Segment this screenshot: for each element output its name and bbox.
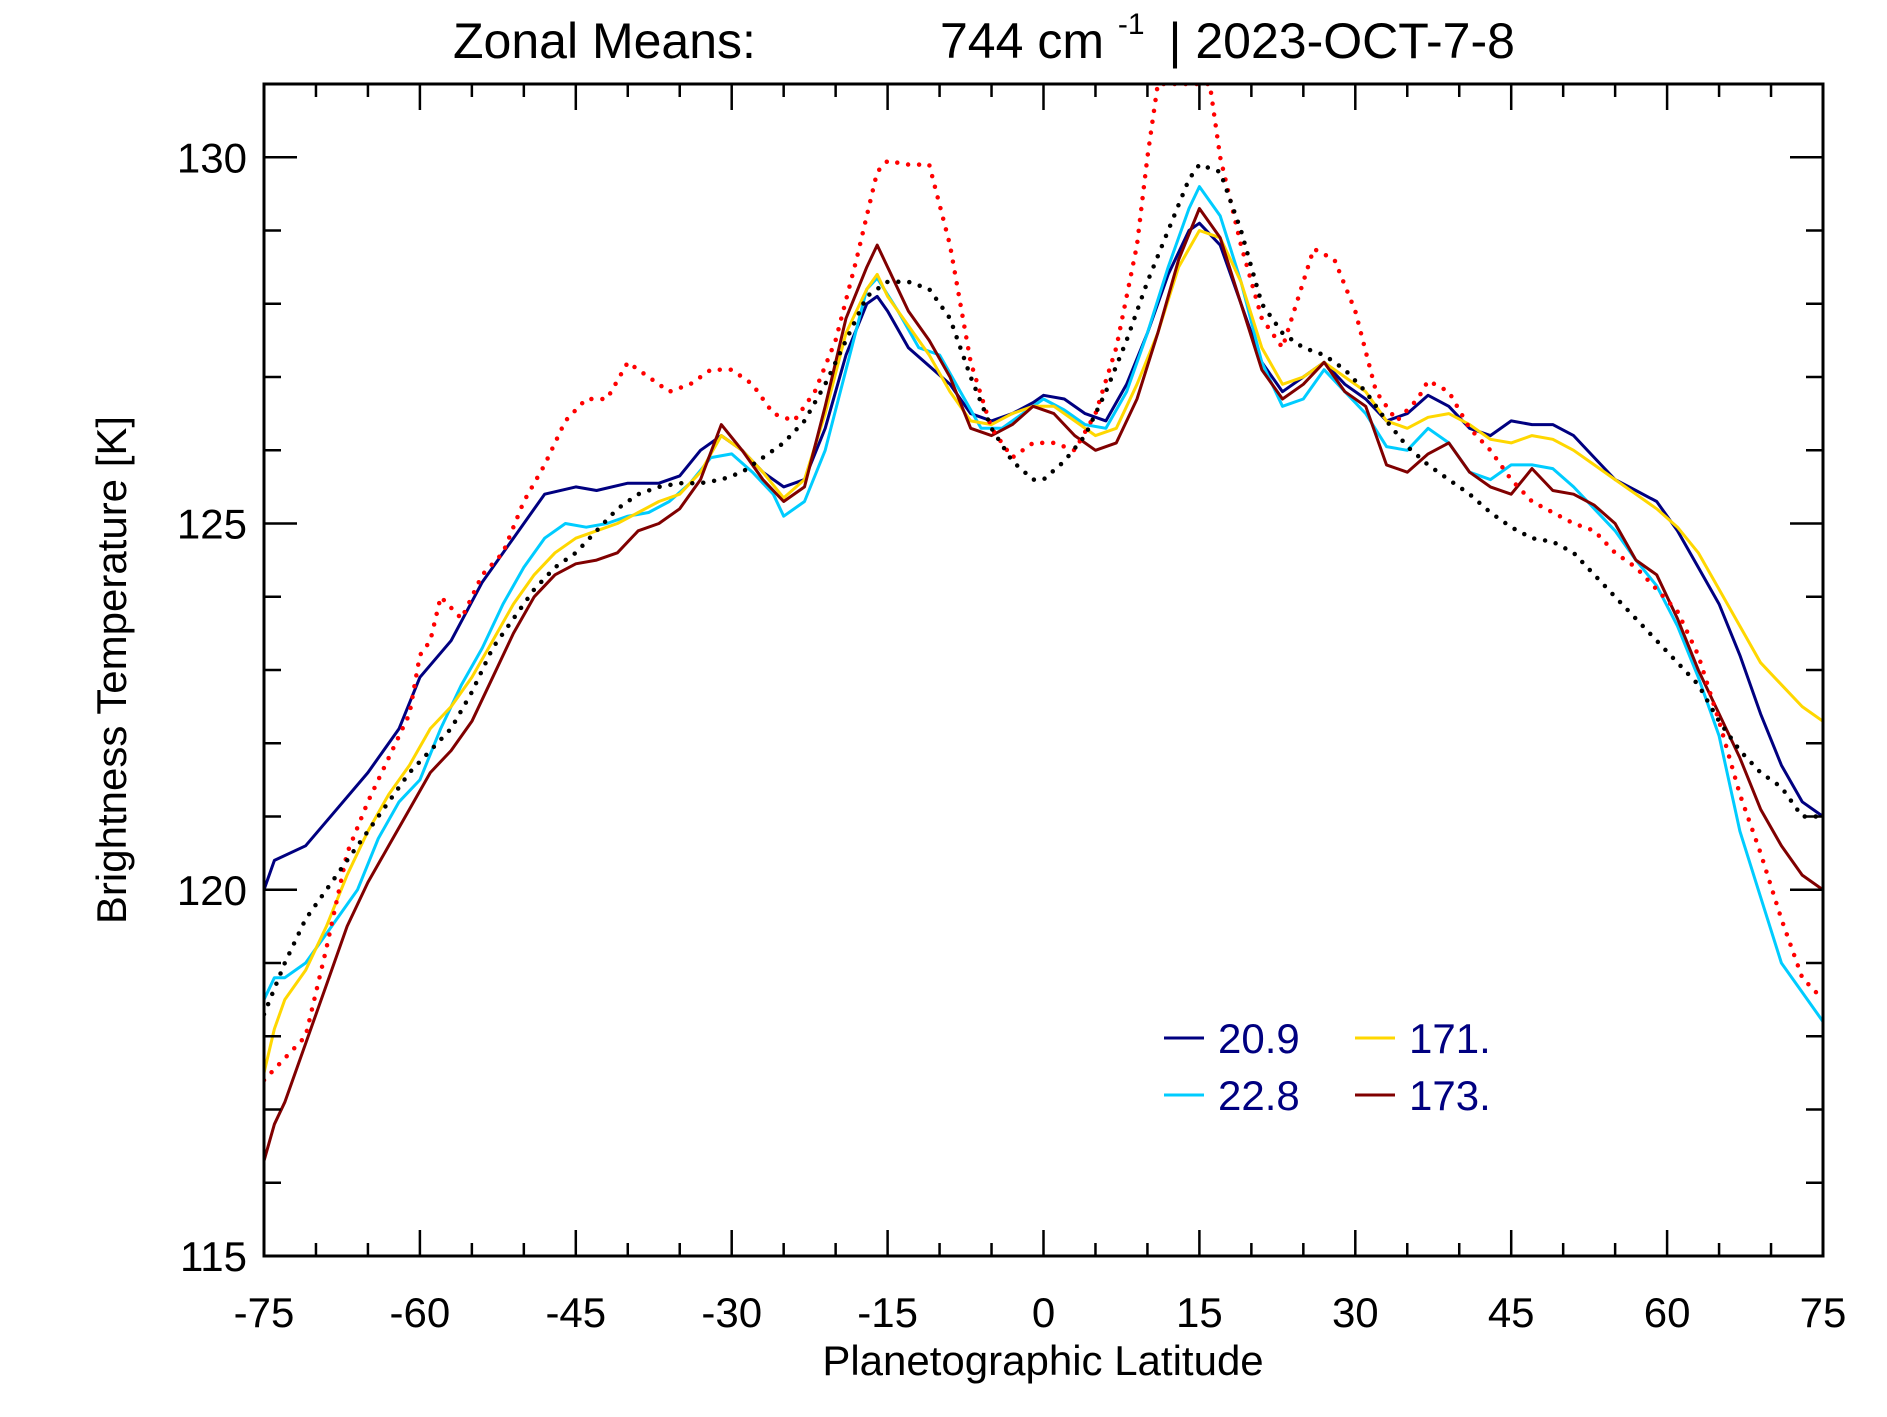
x-tick-label: -15 (857, 1289, 918, 1336)
y-tick-label: 115 (180, 1233, 247, 1280)
plot-frame (262, 82, 1825, 1258)
x-axis-label: Planetographic Latitude (822, 1337, 1263, 1384)
x-tick-label: 0 (1032, 1289, 1055, 1336)
x-tick-label: -45 (545, 1289, 606, 1336)
title-prefix: Zonal Means: (453, 13, 756, 69)
x-tick-label: -30 (701, 1289, 762, 1336)
series-line-171 (264, 229, 1823, 1074)
y-axis-label: Brightness Temperature [K] (88, 416, 135, 924)
axis-layer: -75 -60 -45 -30 -15 0 15 30 45 60 75 115 120 125 130 (177, 82, 1847, 1336)
y-tick-label: 125 (177, 501, 247, 548)
title-suffix: | 2023-OCT-7-8 (1168, 13, 1514, 69)
x-tick-label: 60 (1644, 1289, 1691, 1336)
legend-label: 22.8 (1218, 1072, 1300, 1119)
x-tick-label: -60 (390, 1289, 451, 1336)
y-tick-label: 130 (177, 134, 247, 181)
title-wavenumber: 744 cm (940, 13, 1104, 69)
series-layer (264, 84, 1823, 1162)
series-line-209 (264, 221, 1823, 891)
series-line-173 (264, 207, 1823, 1162)
legend-label: 173. (1409, 1072, 1491, 1119)
x-tick-label: 75 (1800, 1289, 1847, 1336)
x-tick-label: -75 (234, 1289, 295, 1336)
y-tick-label: 120 (177, 867, 247, 914)
x-tick-label: 15 (1176, 1289, 1223, 1336)
series-line-red-dotted (264, 84, 1823, 1083)
title-exponent: -1 (1118, 8, 1145, 41)
legend: 20.9 22.8 171. 173. (1164, 1015, 1491, 1119)
chart-title: Zonal Means: 744 cm -1 | 2023-OCT-7-8 (453, 0, 1515, 69)
x-tick-label: 45 (1488, 1289, 1535, 1336)
legend-label: 20.9 (1218, 1015, 1300, 1062)
series-line-black-dotted (264, 162, 1823, 1017)
series-line-228 (264, 185, 1823, 1023)
x-tick-label: 30 (1332, 1289, 1379, 1336)
legend-label: 171. (1409, 1015, 1491, 1062)
